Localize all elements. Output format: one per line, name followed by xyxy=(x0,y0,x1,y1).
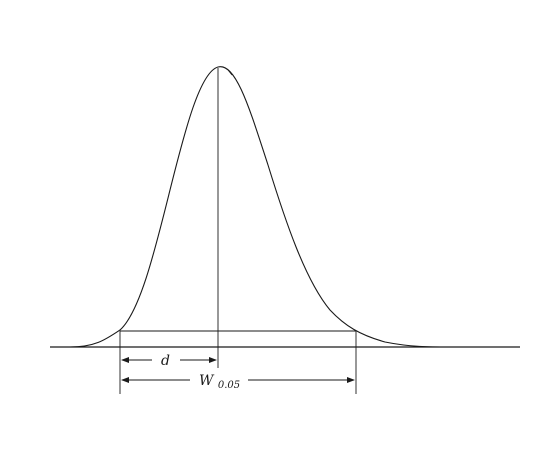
d-dimension xyxy=(121,357,217,363)
label-d: d xyxy=(161,353,170,369)
w-dimension xyxy=(121,377,355,383)
apex-mark xyxy=(227,69,233,76)
label-w-subscript: 0.05 xyxy=(218,380,240,391)
peak-curve xyxy=(69,66,451,348)
label-w-main: W xyxy=(199,373,215,389)
label-w: W 0.05 xyxy=(199,373,240,391)
